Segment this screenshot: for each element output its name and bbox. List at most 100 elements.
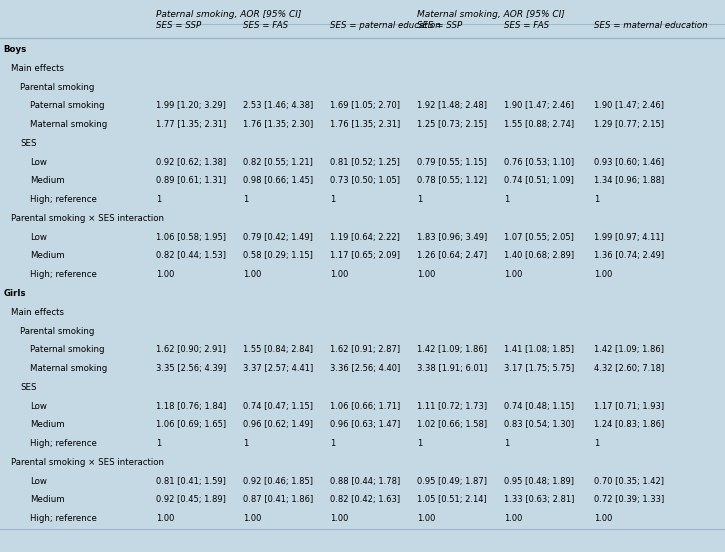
Text: 0.74 [0.51; 1.09]: 0.74 [0.51; 1.09] [504, 177, 573, 185]
Text: 1: 1 [504, 439, 509, 448]
Text: 0.76 [0.53; 1.10]: 0.76 [0.53; 1.10] [504, 158, 574, 167]
Text: SES = maternal education: SES = maternal education [594, 22, 708, 30]
Text: 1.00: 1.00 [330, 270, 348, 279]
Text: 1.99 [1.20; 3.29]: 1.99 [1.20; 3.29] [156, 102, 225, 110]
Text: SES = SSP: SES = SSP [417, 22, 462, 30]
Text: SES: SES [20, 383, 37, 392]
Text: 1.07 [0.55; 2.05]: 1.07 [0.55; 2.05] [504, 233, 573, 242]
Text: Medium: Medium [30, 252, 65, 261]
Text: 2.53 [1.46; 4.38]: 2.53 [1.46; 4.38] [243, 102, 313, 110]
Text: 0.89 [0.61; 1.31]: 0.89 [0.61; 1.31] [156, 177, 226, 185]
Text: 1.55 [0.88; 2.74]: 1.55 [0.88; 2.74] [504, 120, 574, 129]
Text: 0.87 [0.41; 1.86]: 0.87 [0.41; 1.86] [243, 496, 313, 505]
Text: SES = FAS: SES = FAS [243, 22, 288, 30]
Text: High; reference: High; reference [30, 270, 97, 279]
Text: 1.00: 1.00 [156, 270, 174, 279]
Text: 1.76 [1.35; 2.31]: 1.76 [1.35; 2.31] [330, 120, 400, 129]
Text: 1: 1 [417, 439, 422, 448]
Text: Girls: Girls [4, 289, 26, 298]
Text: 1.06 [0.69; 1.65]: 1.06 [0.69; 1.65] [156, 421, 226, 429]
Text: 1.33 [0.63; 2.81]: 1.33 [0.63; 2.81] [504, 496, 574, 505]
Text: 1.77 [1.35; 2.31]: 1.77 [1.35; 2.31] [156, 120, 226, 129]
Text: Paternal smoking: Paternal smoking [30, 102, 105, 110]
Text: 1.40 [0.68; 2.89]: 1.40 [0.68; 2.89] [504, 252, 574, 261]
Text: 1: 1 [156, 195, 161, 204]
Text: 0.82 [0.44; 1.53]: 0.82 [0.44; 1.53] [156, 252, 226, 261]
Text: Parental smoking: Parental smoking [20, 83, 95, 92]
Text: Maternal smoking, AOR [95% CI]: Maternal smoking, AOR [95% CI] [417, 10, 565, 19]
Text: 1.26 [0.64; 2.47]: 1.26 [0.64; 2.47] [417, 252, 487, 261]
Text: 1.06 [0.66; 1.71]: 1.06 [0.66; 1.71] [330, 402, 400, 411]
Text: 0.70 [0.35; 1.42]: 0.70 [0.35; 1.42] [594, 477, 665, 486]
Text: 1: 1 [594, 195, 600, 204]
Text: 1.00: 1.00 [243, 270, 261, 279]
Text: 1.00: 1.00 [594, 270, 613, 279]
Text: 1.00: 1.00 [243, 514, 261, 523]
Text: 3.37 [2.57; 4.41]: 3.37 [2.57; 4.41] [243, 364, 313, 373]
Text: 0.96 [0.62; 1.49]: 0.96 [0.62; 1.49] [243, 421, 313, 429]
Text: 1.00: 1.00 [504, 270, 522, 279]
Text: 1.17 [0.65; 2.09]: 1.17 [0.65; 2.09] [330, 252, 400, 261]
Text: 1.19 [0.64; 2.22]: 1.19 [0.64; 2.22] [330, 233, 399, 242]
Text: 0.79 [0.55; 1.15]: 0.79 [0.55; 1.15] [417, 158, 486, 167]
Text: 1.83 [0.96; 3.49]: 1.83 [0.96; 3.49] [417, 233, 487, 242]
Text: 0.73 [0.50; 1.05]: 0.73 [0.50; 1.05] [330, 177, 400, 185]
Text: 0.72 [0.39; 1.33]: 0.72 [0.39; 1.33] [594, 496, 665, 505]
Text: 1.00: 1.00 [594, 514, 613, 523]
Text: Low: Low [30, 477, 47, 486]
Text: 4.32 [2.60; 7.18]: 4.32 [2.60; 7.18] [594, 364, 665, 373]
Text: 0.74 [0.47; 1.15]: 0.74 [0.47; 1.15] [243, 402, 313, 411]
Text: 3.17 [1.75; 5.75]: 3.17 [1.75; 5.75] [504, 364, 574, 373]
Text: Main effects: Main effects [11, 64, 64, 73]
Text: High; reference: High; reference [30, 514, 97, 523]
Text: 0.93 [0.60; 1.46]: 0.93 [0.60; 1.46] [594, 158, 665, 167]
Text: 1.41 [1.08; 1.85]: 1.41 [1.08; 1.85] [504, 346, 574, 354]
Text: 1.62 [0.91; 2.87]: 1.62 [0.91; 2.87] [330, 346, 400, 354]
Text: 1.76 [1.35; 2.30]: 1.76 [1.35; 2.30] [243, 120, 313, 129]
Text: 0.96 [0.63; 1.47]: 0.96 [0.63; 1.47] [330, 421, 400, 429]
Text: SES = paternal education: SES = paternal education [330, 22, 441, 30]
Text: Medium: Medium [30, 421, 65, 429]
Text: 1.05 [0.51; 2.14]: 1.05 [0.51; 2.14] [417, 496, 486, 505]
Text: 1.00: 1.00 [417, 514, 435, 523]
Text: 1.25 [0.73; 2.15]: 1.25 [0.73; 2.15] [417, 120, 487, 129]
Text: Parental smoking × SES interaction: Parental smoking × SES interaction [11, 458, 164, 467]
Text: Maternal smoking: Maternal smoking [30, 364, 108, 373]
Text: Medium: Medium [30, 496, 65, 505]
Text: 1.69 [1.05; 2.70]: 1.69 [1.05; 2.70] [330, 102, 400, 110]
Text: Parental smoking: Parental smoking [20, 327, 95, 336]
Text: 1: 1 [243, 439, 248, 448]
Text: 1.11 [0.72; 1.73]: 1.11 [0.72; 1.73] [417, 402, 487, 411]
Text: 1.17 [0.71; 1.93]: 1.17 [0.71; 1.93] [594, 402, 665, 411]
Text: 0.92 [0.45; 1.89]: 0.92 [0.45; 1.89] [156, 496, 225, 505]
Text: 0.74 [0.48; 1.15]: 0.74 [0.48; 1.15] [504, 402, 574, 411]
Text: Main effects: Main effects [11, 308, 64, 317]
Text: 1: 1 [243, 195, 248, 204]
Text: Paternal smoking, AOR [95% CI]: Paternal smoking, AOR [95% CI] [156, 10, 302, 19]
Text: 1.00: 1.00 [156, 514, 174, 523]
Text: 0.92 [0.62; 1.38]: 0.92 [0.62; 1.38] [156, 158, 226, 167]
Text: 1.29 [0.77; 2.15]: 1.29 [0.77; 2.15] [594, 120, 665, 129]
Text: 0.92 [0.46; 1.85]: 0.92 [0.46; 1.85] [243, 477, 313, 486]
Text: 1.36 [0.74; 2.49]: 1.36 [0.74; 2.49] [594, 252, 665, 261]
Text: 1.92 [1.48; 2.48]: 1.92 [1.48; 2.48] [417, 102, 487, 110]
Text: 1: 1 [504, 195, 509, 204]
Text: 1.00: 1.00 [330, 514, 348, 523]
Text: 1.42 [1.09; 1.86]: 1.42 [1.09; 1.86] [594, 346, 665, 354]
Text: Low: Low [30, 233, 47, 242]
Text: Low: Low [30, 402, 47, 411]
Text: 3.36 [2.56; 4.40]: 3.36 [2.56; 4.40] [330, 364, 400, 373]
Text: 1: 1 [330, 439, 335, 448]
Text: 0.78 [0.55; 1.12]: 0.78 [0.55; 1.12] [417, 177, 487, 185]
Text: Paternal smoking: Paternal smoking [30, 346, 105, 354]
Text: 0.81 [0.52; 1.25]: 0.81 [0.52; 1.25] [330, 158, 399, 167]
Text: 1.06 [0.58; 1.95]: 1.06 [0.58; 1.95] [156, 233, 226, 242]
Text: 0.98 [0.66; 1.45]: 0.98 [0.66; 1.45] [243, 177, 313, 185]
Text: 1.42 [1.09; 1.86]: 1.42 [1.09; 1.86] [417, 346, 487, 354]
Text: SES = SSP: SES = SSP [156, 22, 201, 30]
Text: 1: 1 [330, 195, 335, 204]
Text: High; reference: High; reference [30, 439, 97, 448]
Text: Low: Low [30, 158, 47, 167]
Text: 1.62 [0.90; 2.91]: 1.62 [0.90; 2.91] [156, 346, 225, 354]
Text: 0.95 [0.48; 1.89]: 0.95 [0.48; 1.89] [504, 477, 574, 486]
